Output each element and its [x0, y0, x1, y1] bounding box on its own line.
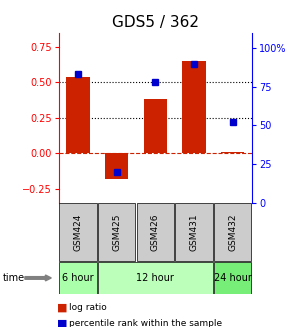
Bar — [176, 203, 212, 261]
Text: percentile rank within the sample: percentile rank within the sample — [69, 319, 222, 327]
Text: GSM432: GSM432 — [228, 214, 237, 251]
Text: GSM426: GSM426 — [151, 214, 160, 251]
Title: GDS5 / 362: GDS5 / 362 — [112, 15, 199, 30]
Bar — [137, 203, 174, 261]
Bar — [214, 203, 251, 261]
Bar — [66, 77, 90, 153]
Text: 24 hour: 24 hour — [214, 273, 252, 283]
Text: time: time — [3, 273, 25, 283]
Bar — [98, 262, 212, 294]
Bar — [182, 61, 206, 153]
Text: GSM424: GSM424 — [74, 214, 82, 251]
Text: GSM431: GSM431 — [190, 213, 198, 251]
Bar — [59, 262, 96, 294]
Text: 12 hour: 12 hour — [136, 273, 174, 283]
Text: ■: ■ — [57, 319, 68, 327]
Text: GSM425: GSM425 — [112, 214, 121, 251]
Bar — [214, 262, 251, 294]
Bar — [221, 152, 244, 153]
Text: ■: ■ — [57, 302, 68, 312]
Bar — [98, 203, 135, 261]
Text: log ratio: log ratio — [69, 303, 107, 312]
Bar — [59, 203, 96, 261]
Bar — [105, 153, 128, 179]
Bar — [144, 99, 167, 153]
Text: 6 hour: 6 hour — [62, 273, 94, 283]
